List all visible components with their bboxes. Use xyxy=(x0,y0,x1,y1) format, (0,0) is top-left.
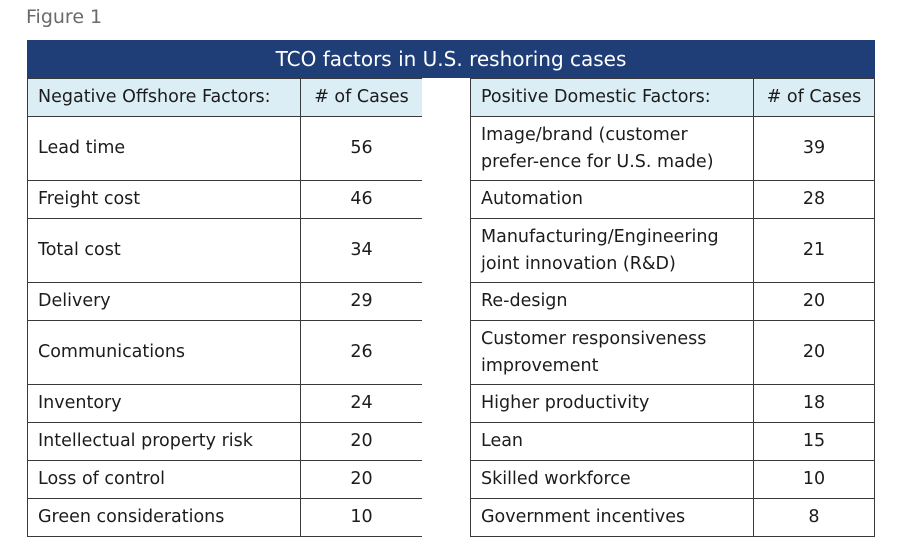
factor-label: Total cost xyxy=(27,218,301,283)
column-header-count: # of Cases xyxy=(300,78,423,117)
table-row: Lean 15 xyxy=(470,422,875,461)
factor-label: Image/brand (customer prefer-ence for U.… xyxy=(470,116,754,181)
case-count: 18 xyxy=(753,384,875,423)
table-row: Total cost 34 xyxy=(27,218,423,283)
case-count: 20 xyxy=(300,422,423,461)
table-row: Re-design 20 xyxy=(470,282,875,321)
case-count: 39 xyxy=(753,116,875,181)
factor-label: Re-design xyxy=(470,282,754,321)
factor-label: Delivery xyxy=(27,282,301,321)
case-count: 15 xyxy=(753,422,875,461)
column-gap xyxy=(422,78,470,540)
case-count: 21 xyxy=(753,218,875,283)
factor-label: Higher productivity xyxy=(470,384,754,423)
column-header-factor: Positive Domestic Factors: xyxy=(470,78,754,117)
table-title: TCO factors in U.S. reshoring cases xyxy=(27,40,875,78)
factor-label: Skilled workforce xyxy=(470,460,754,499)
table-row: Intellectual property risk 20 xyxy=(27,422,423,461)
table-row: Image/brand (customer prefer-ence for U.… xyxy=(470,116,875,181)
table-row: Inventory 24 xyxy=(27,384,423,423)
case-count: 46 xyxy=(300,180,423,219)
case-count: 24 xyxy=(300,384,423,423)
table-row: Green considerations 10 xyxy=(27,498,423,537)
factor-label: Government incentives xyxy=(470,498,754,537)
factor-label: Lead time xyxy=(27,116,301,181)
factor-label: Customer responsiveness improvement xyxy=(470,320,754,385)
factor-label: Intellectual property risk xyxy=(27,422,301,461)
header-row: Negative Offshore Factors: # of Cases xyxy=(27,78,423,117)
factor-label: Green considerations xyxy=(27,498,301,537)
table-row: Automation 28 xyxy=(470,180,875,219)
factor-label: Loss of control xyxy=(27,460,301,499)
case-count: 10 xyxy=(753,460,875,499)
case-count: 20 xyxy=(753,320,875,385)
table-row: Delivery 29 xyxy=(27,282,423,321)
header-row: Positive Domestic Factors: # of Cases xyxy=(470,78,875,117)
table-row: Lead time 56 xyxy=(27,116,423,181)
table-row: Loss of control 20 xyxy=(27,460,423,499)
table-row: Manufacturing/Engineering joint innovati… xyxy=(470,218,875,283)
factor-label: Automation xyxy=(470,180,754,219)
table-row: Customer responsiveness improvement 20 xyxy=(470,320,875,385)
case-count: 34 xyxy=(300,218,423,283)
column-header-count: # of Cases xyxy=(753,78,875,117)
case-count: 8 xyxy=(753,498,875,537)
factor-label: Freight cost xyxy=(27,180,301,219)
case-count: 10 xyxy=(300,498,423,537)
figure-label: Figure 1 xyxy=(26,6,103,28)
case-count: 56 xyxy=(300,116,423,181)
positive-factors-table: Positive Domestic Factors: # of Cases Im… xyxy=(470,78,875,537)
table-row: Higher productivity 18 xyxy=(470,384,875,423)
case-count: 29 xyxy=(300,282,423,321)
negative-factors-table: Negative Offshore Factors: # of Cases Le… xyxy=(27,78,423,537)
case-count: 20 xyxy=(753,282,875,321)
factor-label: Inventory xyxy=(27,384,301,423)
case-count: 28 xyxy=(753,180,875,219)
factor-label: Lean xyxy=(470,422,754,461)
factor-label: Communications xyxy=(27,320,301,385)
table-row: Government incentives 8 xyxy=(470,498,875,537)
factor-label: Manufacturing/Engineering joint innovati… xyxy=(470,218,754,283)
table-row: Freight cost 46 xyxy=(27,180,423,219)
column-header-factor: Negative Offshore Factors: xyxy=(27,78,301,117)
case-count: 20 xyxy=(300,460,423,499)
case-count: 26 xyxy=(300,320,423,385)
table-row: Skilled workforce 10 xyxy=(470,460,875,499)
table-row: Communications 26 xyxy=(27,320,423,385)
